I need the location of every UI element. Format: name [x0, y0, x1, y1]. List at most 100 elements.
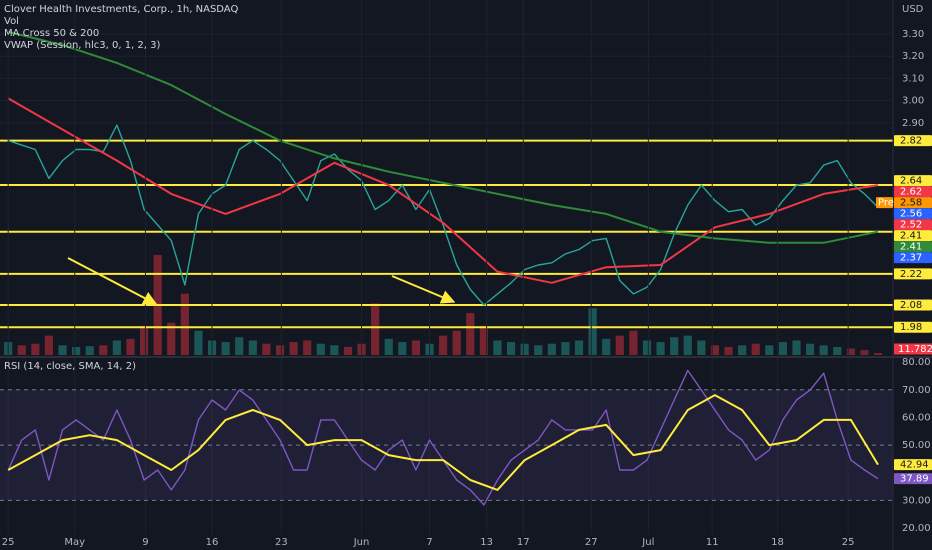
- y-tick-label: 3.30: [902, 29, 924, 40]
- volume-bar: [547, 343, 556, 355]
- volume-bar: [303, 340, 312, 355]
- price-badge: [894, 241, 932, 253]
- volume-bar: [58, 345, 67, 355]
- y-tick-label: 20.00: [902, 523, 931, 534]
- x-tick-label: 11: [706, 537, 719, 548]
- price-badge: [894, 208, 932, 220]
- price-badge: [894, 459, 932, 471]
- volume-bar: [806, 343, 815, 355]
- x-tick-label: 13: [480, 537, 493, 548]
- volume-bar: [860, 350, 869, 355]
- volume-bar: [371, 303, 380, 355]
- axis-unit: USD: [902, 4, 924, 15]
- volume-bar: [819, 345, 828, 355]
- volume-bar: [112, 340, 121, 355]
- y-tick-label: 3.10: [902, 73, 924, 84]
- x-tick-label: 25: [2, 537, 15, 548]
- volume-bar: [506, 342, 516, 355]
- price-badge-label: 42.94: [900, 460, 929, 471]
- price-badge: [894, 175, 932, 187]
- price-badge: [894, 299, 932, 311]
- price-badge-label: 2.52: [900, 220, 922, 231]
- price-badge-label: 37.89: [900, 474, 929, 485]
- volume-bar: [439, 335, 448, 355]
- price-badge: [894, 186, 932, 198]
- price-badge-label: 2.41: [900, 242, 922, 253]
- volume-bar: [167, 322, 176, 355]
- volume-bar: [17, 345, 26, 355]
- annotation-arrow: [67, 257, 158, 305]
- volume-bar: [792, 340, 801, 355]
- volume-bar: [710, 345, 720, 355]
- price-badge-label: 2.37: [900, 253, 922, 264]
- y-tick-label: 30.00: [902, 495, 931, 506]
- x-tick-label: Jun: [353, 537, 370, 548]
- volume-bar: [738, 345, 747, 355]
- series-line: [7, 124, 879, 306]
- x-tick-label: 23: [275, 537, 288, 548]
- price-badge-label: 2.82: [900, 136, 922, 147]
- volume-bar: [588, 308, 597, 355]
- volume-bar: [316, 343, 325, 355]
- volume-bar: [343, 346, 353, 355]
- price-badge-label: 2.41: [900, 231, 922, 242]
- price-badge: [894, 197, 932, 209]
- price-badge: [894, 219, 932, 231]
- volume-bar: [411, 340, 420, 355]
- y-tick-label: 2.90: [902, 118, 924, 129]
- pre-badge: [876, 197, 893, 209]
- volume-bar: [683, 335, 692, 355]
- volume-bar: [670, 337, 679, 355]
- legend-entry: Vol: [4, 16, 19, 27]
- volume-bar: [235, 337, 244, 355]
- volume-bar: [398, 342, 407, 355]
- volume-bar: [873, 353, 883, 355]
- rsi-title: RSI (14, close, SMA, 14, 2): [4, 361, 136, 372]
- y-tick-label: 50.00: [902, 440, 931, 451]
- volume-bar: [642, 340, 652, 355]
- volume-bar: [384, 338, 393, 355]
- volume-bar: [629, 330, 638, 355]
- y-tick-label: 60.00: [902, 412, 931, 423]
- price-badge: [894, 135, 932, 147]
- legend-entry: VWAP (Session, hlc3, 0, 1, 2, 3): [4, 40, 161, 51]
- volume-bar: [520, 343, 529, 355]
- x-tick-label: 18: [771, 537, 784, 548]
- price-badge-label: 2.58: [900, 198, 922, 209]
- series-line: [7, 97, 879, 284]
- volume-bar: [479, 325, 488, 355]
- price-badge-label: 2.56: [900, 209, 922, 220]
- volume-bar: [330, 345, 339, 355]
- price-badge: [894, 473, 932, 485]
- volume-bar: [99, 345, 108, 355]
- y-tick-label: 70.00: [902, 385, 931, 396]
- price-badge-label: 1.98: [900, 322, 922, 333]
- volume-bar: [656, 342, 665, 355]
- volume-bar: [765, 345, 774, 355]
- price-badge: [894, 230, 932, 242]
- volume-badge: [894, 343, 932, 355]
- volume-bar: [778, 342, 787, 355]
- volume-bar: [493, 340, 502, 355]
- volume-bar: [221, 342, 230, 355]
- chart-title: Clover Health Investments, Corp., 1h, NA…: [4, 4, 238, 15]
- y-tick-label: 3.00: [902, 96, 924, 107]
- price-badge: [894, 321, 932, 333]
- volume-bar: [846, 348, 855, 355]
- y-tick-label: 80.00: [902, 357, 931, 368]
- rsi-band: [0, 389, 893, 501]
- x-tick-label: May: [64, 537, 85, 548]
- x-tick-label: 17: [517, 537, 530, 548]
- x-tick-label: 9: [142, 537, 148, 548]
- volume-bar: [180, 293, 189, 355]
- price-badge: [894, 252, 932, 264]
- legend-entry: MA Cross 50 & 200: [4, 28, 99, 39]
- volume-bar: [31, 343, 40, 355]
- y-tick-label: 3.20: [902, 51, 924, 62]
- volume-bar: [85, 346, 94, 355]
- x-tick-label: 16: [206, 537, 219, 548]
- series-line: [7, 30, 879, 244]
